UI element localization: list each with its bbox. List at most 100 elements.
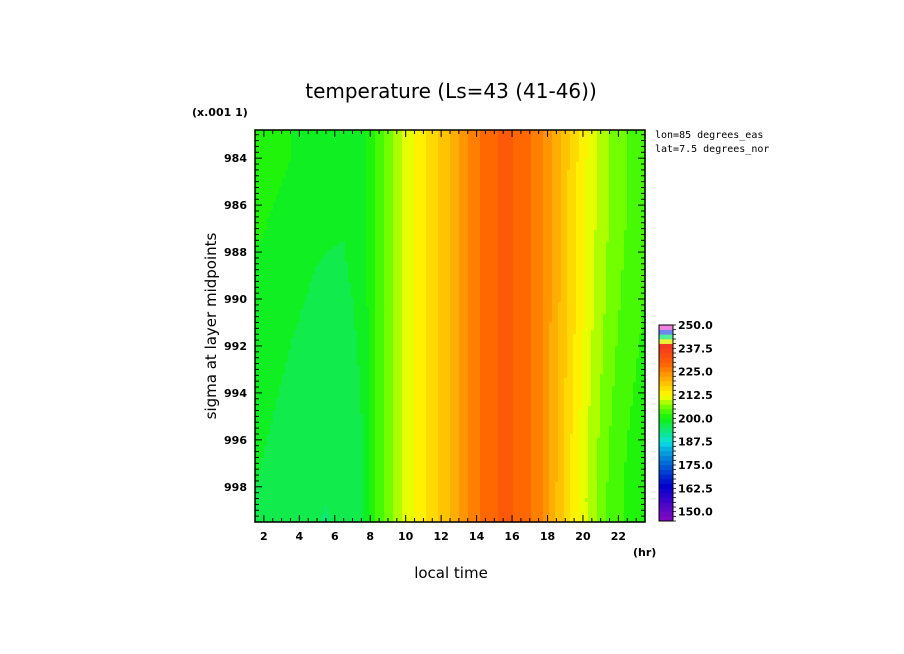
- heatmap-cell: [381, 270, 385, 275]
- heatmap-cell: [612, 250, 616, 255]
- heatmap-cell: [291, 206, 295, 211]
- heatmap-cell: [462, 142, 466, 147]
- heatmap-cell: [429, 210, 433, 215]
- heatmap-cell: [594, 238, 598, 243]
- heatmap-cell: [624, 206, 628, 211]
- heatmap-cell: [600, 226, 604, 231]
- heatmap-cell: [594, 222, 598, 227]
- heatmap-cell: [399, 166, 403, 171]
- heatmap-cell: [315, 254, 319, 259]
- heatmap-cell: [378, 234, 382, 239]
- heatmap-cell: [369, 154, 373, 159]
- heatmap-cell: [612, 190, 616, 195]
- heatmap-cell: [351, 238, 355, 243]
- heatmap-cell: [372, 182, 376, 187]
- heatmap-cell: [381, 198, 385, 203]
- heatmap-cell: [309, 134, 313, 139]
- heatmap-cell: [357, 238, 361, 243]
- heatmap-cell: [522, 242, 526, 247]
- heatmap-cell: [390, 282, 394, 287]
- heatmap-cell: [618, 214, 622, 219]
- heatmap-cell: [507, 210, 511, 215]
- heatmap-cell: [591, 238, 595, 243]
- heatmap-cell: [567, 138, 571, 143]
- heatmap-cell: [561, 142, 565, 147]
- heatmap-cell: [519, 234, 523, 239]
- heatmap-cell: [438, 146, 442, 151]
- heatmap-cell: [378, 270, 382, 275]
- heatmap-cell: [351, 274, 355, 279]
- heatmap-cell: [618, 170, 622, 175]
- heatmap-cell: [387, 130, 391, 135]
- heatmap-cell: [297, 134, 301, 139]
- heatmap-cell: [306, 150, 310, 155]
- heatmap-cell: [360, 222, 364, 227]
- heatmap-cell: [639, 134, 643, 139]
- heatmap-cell: [495, 274, 499, 279]
- heatmap-cell: [420, 178, 424, 183]
- heatmap-cell: [351, 142, 355, 147]
- heatmap-cell: [348, 202, 352, 207]
- heatmap-cell: [561, 270, 565, 275]
- heatmap-cell: [630, 194, 634, 199]
- heatmap-cell: [594, 154, 598, 159]
- heatmap-cell: [498, 182, 502, 187]
- heatmap-cell: [312, 190, 316, 195]
- heatmap-cell: [264, 270, 268, 275]
- heatmap-cell: [564, 278, 568, 283]
- heatmap-cell: [390, 226, 394, 231]
- heatmap-cell: [501, 266, 505, 271]
- heatmap-cell: [291, 154, 295, 159]
- heatmap-cell: [591, 146, 595, 151]
- heatmap-cell: [384, 162, 388, 167]
- heatmap-cell: [456, 230, 460, 235]
- heatmap-cell: [498, 258, 502, 263]
- heatmap-cell: [309, 282, 313, 287]
- heatmap-cell: [471, 254, 475, 259]
- heatmap-cell: [303, 226, 307, 231]
- heatmap-cell: [603, 270, 607, 275]
- heatmap-cell: [465, 210, 469, 215]
- heatmap-cell: [345, 186, 349, 191]
- heatmap-cell: [621, 166, 625, 171]
- heatmap-cell: [525, 154, 529, 159]
- heatmap-cell: [303, 278, 307, 283]
- heatmap-cell: [300, 250, 304, 255]
- heatmap-cell: [339, 186, 343, 191]
- heatmap-cell: [564, 146, 568, 151]
- heatmap-cell: [591, 186, 595, 191]
- heatmap-cell: [618, 250, 622, 255]
- heatmap-cell: [573, 154, 577, 159]
- heatmap-cell: [342, 210, 346, 215]
- heatmap-cell: [456, 182, 460, 187]
- heatmap-cell: [519, 214, 523, 219]
- heatmap-cell: [255, 134, 259, 139]
- heatmap-cell: [333, 230, 337, 235]
- heatmap-cell: [423, 186, 427, 191]
- heatmap-cell: [438, 194, 442, 199]
- heatmap-cell: [348, 218, 352, 223]
- heatmap-cell: [279, 154, 283, 159]
- heatmap-cell: [324, 154, 328, 159]
- heatmap-cell: [342, 246, 346, 251]
- heatmap-cell: [576, 226, 580, 231]
- heatmap-cell: [303, 202, 307, 207]
- heatmap-cell: [420, 218, 424, 223]
- heatmap-cell: [555, 250, 559, 255]
- heatmap-cell: [441, 246, 445, 251]
- heatmap-cell: [303, 138, 307, 143]
- heatmap-cell: [549, 278, 553, 283]
- heatmap-cell: [576, 214, 580, 219]
- heatmap-cell: [444, 190, 448, 195]
- heatmap-cell: [282, 222, 286, 227]
- heatmap-cell: [573, 198, 577, 203]
- heatmap-cell: [594, 166, 598, 171]
- heatmap-cell: [321, 254, 325, 259]
- heatmap-cell: [633, 246, 637, 251]
- heatmap-cell: [465, 194, 469, 199]
- heatmap-cell: [585, 278, 589, 283]
- heatmap-cell: [384, 238, 388, 243]
- heatmap-cell: [321, 198, 325, 203]
- heatmap-cell: [375, 146, 379, 151]
- heatmap-cell: [399, 234, 403, 239]
